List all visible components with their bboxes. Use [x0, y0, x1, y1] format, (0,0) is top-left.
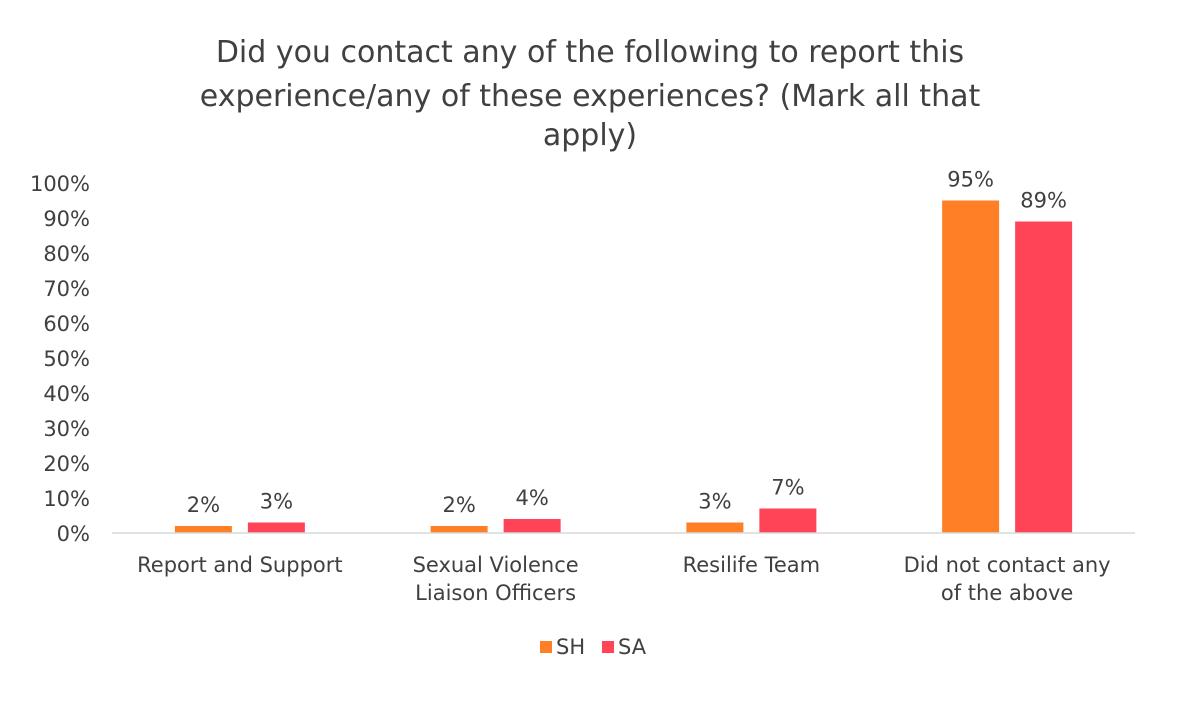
bar-sa: [1015, 221, 1073, 533]
chart-title: Did you contact any of the following to …: [200, 35, 981, 153]
bar-sa: [247, 522, 305, 533]
data-label: 89%: [1020, 189, 1067, 213]
legend-label: SA: [618, 635, 647, 659]
category-label: Resilife Team: [683, 553, 821, 577]
data-labels: 2% 2% 3% 95% 3% 4% 7% 89%: [187, 168, 1067, 518]
category-label: Sexual Violence: [413, 553, 579, 577]
bar-sa: [759, 508, 817, 533]
y-tick-label: 30%: [43, 417, 90, 441]
data-label: 3%: [260, 490, 293, 514]
data-label: 2%: [187, 493, 220, 517]
data-label: 4%: [515, 486, 548, 510]
y-tick-label: 20%: [43, 452, 90, 476]
bar-sa: [503, 519, 561, 533]
category-label: Did not contact any: [904, 553, 1111, 577]
y-tick-label: 40%: [43, 382, 90, 406]
y-tick-label: 100%: [30, 172, 90, 196]
legend: SH SA: [540, 635, 647, 659]
legend-swatch-sh: [540, 641, 552, 653]
y-tick-label: 90%: [43, 207, 90, 231]
legend-label: SH: [556, 635, 585, 659]
legend-swatch-sa: [602, 641, 614, 653]
bars: [174, 200, 1073, 533]
chart-title-line-3: apply): [543, 118, 637, 153]
y-tick-label: 70%: [43, 277, 90, 301]
category-label: Report and Support: [137, 553, 343, 577]
bar-sh: [686, 522, 744, 533]
bar-sh: [430, 526, 488, 533]
bar-sh: [942, 200, 1000, 533]
y-tick-label: 60%: [43, 312, 90, 336]
data-label: 7%: [771, 476, 804, 500]
chart-title-line-2: experience/any of these experiences? (Ma…: [200, 79, 981, 114]
y-tick-label: 50%: [43, 347, 90, 371]
category-label: Liaison Officers: [415, 581, 576, 605]
x-axis: Report and Support Sexual Violence Liaison…: [137, 553, 1110, 605]
data-label: 3%: [698, 490, 731, 514]
chart-title-line-1: Did you contact any of the following to …: [216, 35, 964, 70]
category-label: of the above: [941, 581, 1073, 605]
y-tick-label: 80%: [43, 242, 90, 266]
y-tick-label: 0%: [57, 522, 90, 546]
bar-sh: [174, 526, 232, 533]
data-label: 95%: [947, 168, 994, 192]
data-label: 2%: [442, 493, 475, 517]
y-tick-label: 10%: [43, 487, 90, 511]
y-axis: 0% 10% 20% 30% 40% 50% 60% 70% 80% 90% 100%: [30, 172, 90, 546]
